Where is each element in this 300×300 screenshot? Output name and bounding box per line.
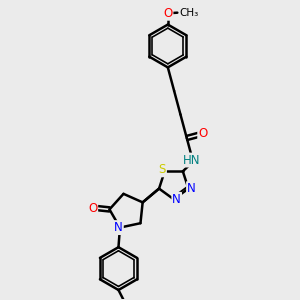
Text: O: O [198,127,208,140]
Text: HN: HN [183,154,200,166]
Text: O: O [88,202,97,214]
Text: O: O [163,7,172,20]
Text: S: S [159,163,166,176]
Text: CH₃: CH₃ [179,8,198,18]
Text: N: N [172,193,181,206]
Text: N: N [187,182,196,195]
Text: N: N [114,221,123,234]
